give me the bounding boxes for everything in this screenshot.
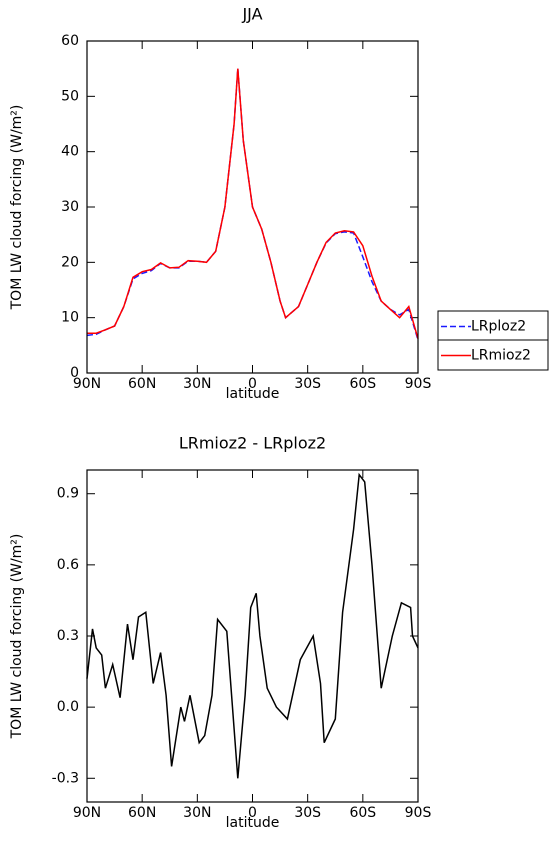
chart-title: LRmioz2 - LRploz2	[179, 434, 326, 453]
data-line	[87, 68, 419, 339]
x-tick-label: 60N	[128, 805, 156, 821]
y-tick-label: 0	[70, 365, 79, 381]
x-tick-label: 30S	[294, 376, 321, 392]
x-axis-label: latitude	[226, 386, 280, 402]
x-tick-label: 0	[248, 376, 257, 392]
x-axis-label: latitude	[226, 815, 280, 831]
y-axis-label: TOM LW cloud forcing (W/m²)	[9, 534, 25, 740]
x-tick-label: 90N	[73, 805, 101, 821]
plot-frame	[86, 40, 419, 374]
y-tick-label: 30	[61, 199, 79, 215]
y-tick-label: 20	[61, 254, 79, 270]
x-tick-label: 0	[248, 805, 257, 821]
x-tick-label: 60S	[349, 376, 376, 392]
data-line	[86, 68, 419, 341]
x-tick-label: 60S	[349, 805, 376, 821]
y-tick-label: 0.0	[57, 699, 79, 715]
x-tick-label: 30N	[183, 805, 211, 821]
y-tick-label: 60	[61, 33, 79, 49]
x-tick-label: 90N	[73, 376, 101, 392]
chart-title: JJA	[241, 5, 262, 24]
y-axis-label: TOM LW cloud forcing (W/m²)	[9, 105, 25, 311]
x-tick-label: 60N	[128, 376, 156, 392]
legend-label: LRmioz2	[471, 348, 531, 364]
y-tick-label: 0.6	[57, 557, 79, 573]
y-tick-label: 0.3	[57, 628, 79, 644]
x-tick-label: 30S	[294, 805, 321, 821]
x-tick-label: 90S	[405, 376, 432, 392]
x-tick-label: 30N	[183, 376, 211, 392]
y-tick-label: 0.9	[57, 486, 79, 502]
y-tick-label: -0.3	[52, 770, 79, 786]
y-tick-label: 50	[61, 88, 79, 104]
data-line	[86, 472, 419, 779]
y-tick-label: 10	[61, 310, 79, 326]
y-tick-label: 40	[61, 144, 79, 160]
x-tick-label: 90S	[405, 805, 432, 821]
plot-frame	[86, 469, 419, 803]
legend-label: LRploz2	[471, 319, 526, 335]
